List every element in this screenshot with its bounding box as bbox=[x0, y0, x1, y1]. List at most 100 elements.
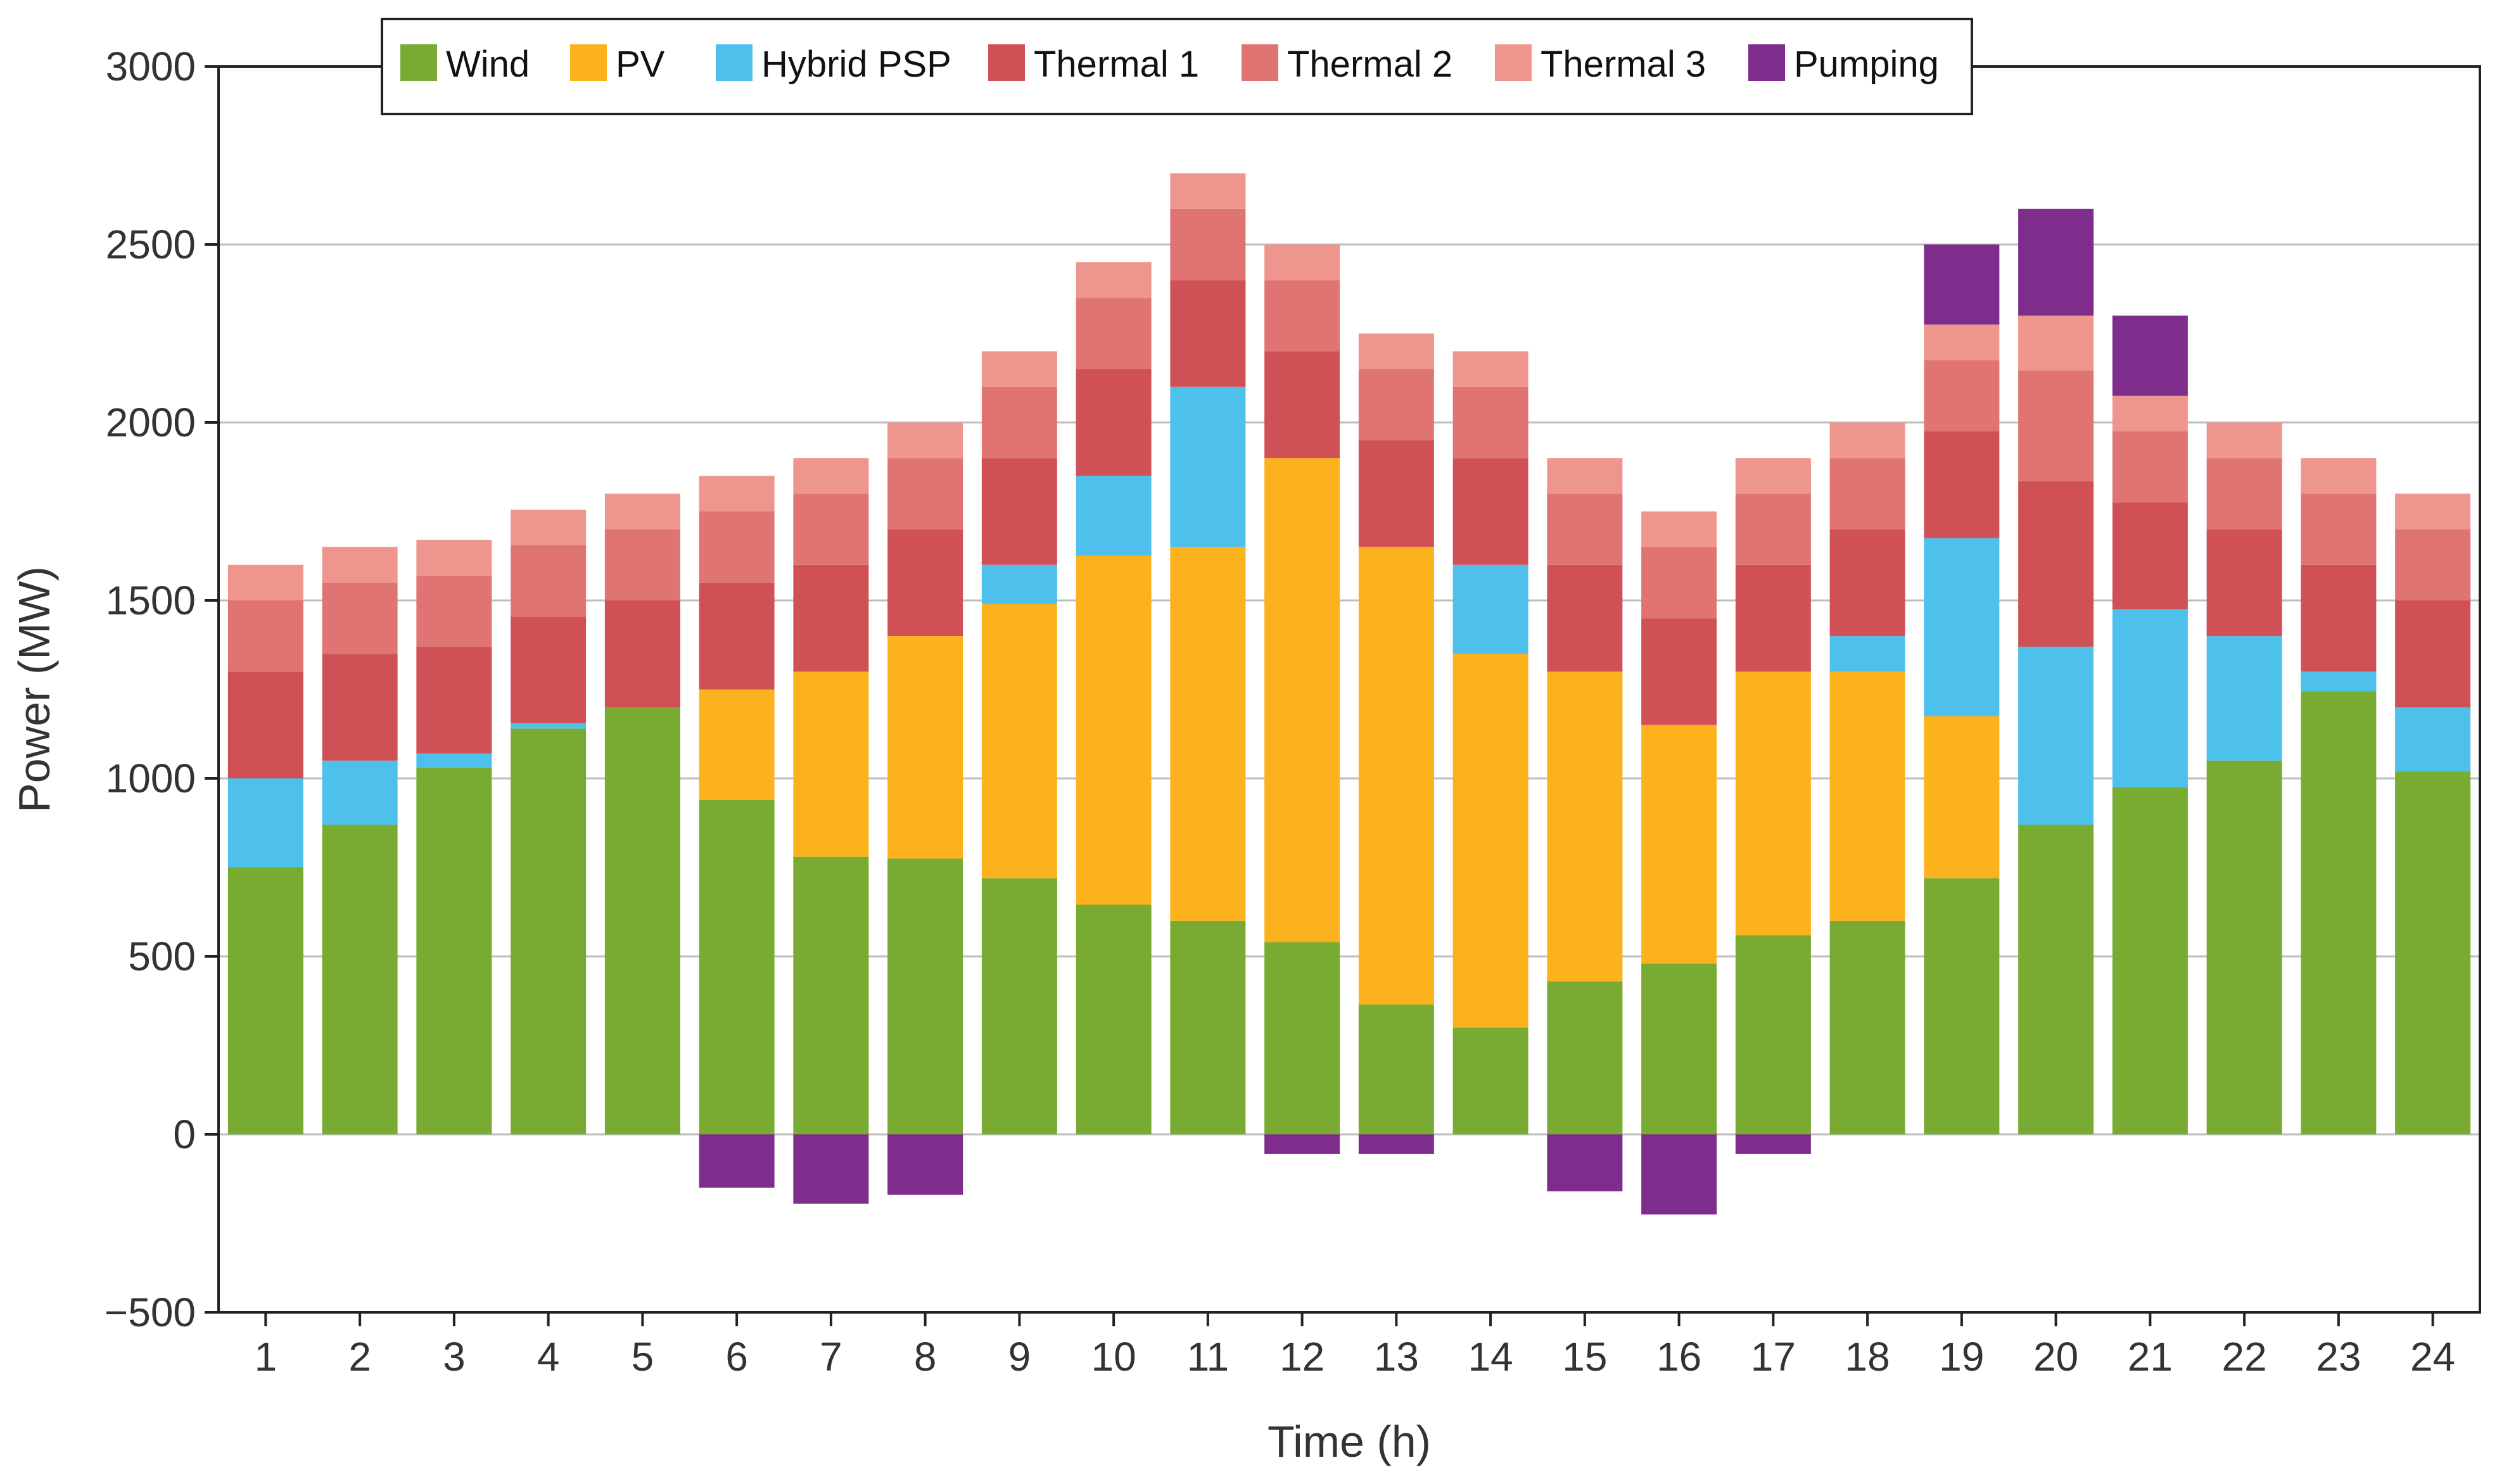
bar-segment-hybrid-psp-h10 bbox=[1076, 476, 1152, 556]
bar-segment-hybrid-psp-h3 bbox=[416, 753, 492, 768]
bar-segment-wind-h23 bbox=[2301, 691, 2377, 1134]
bar-segment-thermal-3-h20 bbox=[2018, 315, 2094, 371]
bar-segment-thermal-3-h5 bbox=[604, 493, 680, 530]
bar-segment-thermal-2-h21 bbox=[2112, 431, 2188, 503]
x-tick-label: 18 bbox=[1845, 1334, 1890, 1379]
legend-swatch-pumping bbox=[1748, 44, 1785, 81]
y-tick-label: 1000 bbox=[106, 756, 196, 801]
bar-segment-thermal-3-h1 bbox=[227, 564, 303, 600]
bar-segment-thermal-1-h4 bbox=[511, 616, 587, 723]
bar-segment-pumping-h19 bbox=[1924, 244, 2000, 325]
y-tick-label: 0 bbox=[173, 1112, 196, 1157]
bar-segment-thermal-2-h10 bbox=[1076, 298, 1152, 369]
y-tick-label: 1500 bbox=[106, 578, 196, 623]
bar-segment-thermal-1-h21 bbox=[2112, 502, 2188, 610]
bar-segment-pumping-h13 bbox=[1358, 1134, 1434, 1154]
x-tick-label: 10 bbox=[1091, 1334, 1136, 1379]
gridlines bbox=[219, 243, 2480, 1136]
bar-segment-thermal-3-h12 bbox=[1264, 244, 1340, 281]
bar-segment-thermal-2-h16 bbox=[1641, 547, 1717, 619]
x-axis-ticks: 1 2 3 4 5 6 7 8 9 10 11 12 13 14 15 16 17 18 19 20 21 22 23 24 bbox=[255, 1312, 2455, 1379]
bar-segment-thermal-2-h17 bbox=[1735, 493, 1811, 565]
y-axis-title: Power (MW) bbox=[10, 566, 59, 813]
x-tick-label: 6 bbox=[725, 1334, 748, 1379]
bar-segment-hybrid-psp-h9 bbox=[981, 564, 1057, 604]
bar-segment-pv-h19 bbox=[1924, 716, 2000, 878]
bar-segment-thermal-3-h18 bbox=[1829, 422, 1905, 459]
x-tick-label: 2 bbox=[348, 1334, 371, 1379]
legend-swatch-wind bbox=[400, 44, 437, 81]
x-tick-label: 17 bbox=[1751, 1334, 1796, 1379]
bar-segment-thermal-1-h16 bbox=[1641, 618, 1717, 725]
bar-segment-wind-h13 bbox=[1358, 1004, 1434, 1134]
bar-segment-thermal-2-h11 bbox=[1170, 208, 1246, 281]
bar-segment-wind-h12 bbox=[1264, 942, 1340, 1134]
bar-segment-thermal-1-h1 bbox=[227, 671, 303, 778]
legend-label-wind: Wind bbox=[446, 44, 530, 85]
bar-segment-hybrid-psp-h1 bbox=[227, 778, 303, 868]
y-tick-label: 2500 bbox=[106, 222, 196, 267]
bar-segment-pv-h8 bbox=[887, 636, 963, 859]
bar-segment-wind-h18 bbox=[1829, 920, 1905, 1134]
x-tick-label: 23 bbox=[2316, 1334, 2361, 1379]
x-tick-label: 11 bbox=[1187, 1334, 1229, 1379]
bar-segment-thermal-3-h2 bbox=[322, 547, 398, 583]
bar-segment-wind-h20 bbox=[2018, 825, 2094, 1134]
bar-segment-wind-h6 bbox=[699, 799, 775, 1134]
x-tick-label: 21 bbox=[2128, 1334, 2173, 1379]
bar-segment-pumping-h17 bbox=[1735, 1134, 1811, 1154]
bar-segment-thermal-2-h5 bbox=[604, 529, 680, 600]
bar-segment-wind-h10 bbox=[1076, 904, 1152, 1134]
bar-segment-thermal-1-h18 bbox=[1829, 529, 1905, 637]
bar-segment-pv-h17 bbox=[1735, 671, 1811, 935]
bar-segment-thermal-2-h18 bbox=[1829, 458, 1905, 530]
legend-swatch-pv bbox=[570, 44, 607, 81]
bar-segment-thermal-1-h11 bbox=[1170, 280, 1246, 387]
bar-segment-pv-h11 bbox=[1170, 547, 1246, 921]
bar-segment-pumping-h16 bbox=[1641, 1134, 1717, 1215]
y-tick-label: −500 bbox=[105, 1290, 196, 1335]
bar-segment-thermal-3-h15 bbox=[1547, 458, 1623, 494]
bar-segment-thermal-2-h13 bbox=[1358, 369, 1434, 441]
bar-segment-hybrid-psp-h21 bbox=[2112, 609, 2188, 788]
y-tick-label: 500 bbox=[128, 934, 196, 979]
bar-segment-thermal-2-h19 bbox=[1924, 360, 2000, 432]
bar-segment-wind-h8 bbox=[887, 858, 963, 1134]
x-tick-label: 13 bbox=[1374, 1334, 1419, 1379]
bar-segment-thermal-1-h15 bbox=[1547, 564, 1623, 672]
bar-segment-pumping-h15 bbox=[1547, 1134, 1623, 1191]
bars bbox=[227, 173, 2471, 1215]
x-tick-label: 16 bbox=[1656, 1334, 1701, 1379]
bar-segment-pv-h9 bbox=[981, 604, 1057, 878]
bar-segment-thermal-3-h4 bbox=[511, 509, 587, 545]
bar-segment-hybrid-psp-h18 bbox=[1829, 636, 1905, 672]
y-tick-label: 3000 bbox=[106, 44, 196, 89]
bar-segment-wind-h15 bbox=[1547, 981, 1623, 1134]
bar-segment-wind-h3 bbox=[416, 768, 492, 1134]
x-axis-title: Time (h) bbox=[1268, 1417, 1431, 1466]
bar-segment-hybrid-psp-h2 bbox=[322, 760, 398, 825]
bar-segment-pv-h15 bbox=[1547, 671, 1623, 982]
bar-segment-wind-h4 bbox=[511, 728, 587, 1134]
bar-segment-thermal-1-h14 bbox=[1452, 458, 1528, 565]
bar-segment-thermal-1-h17 bbox=[1735, 564, 1811, 672]
legend-swatch-thermal-2 bbox=[1242, 44, 1278, 81]
bar-segment-thermal-3-h23 bbox=[2301, 458, 2377, 494]
bar-segment-thermal-1-h24 bbox=[2395, 600, 2471, 707]
bar-segment-thermal-3-h7 bbox=[793, 458, 869, 494]
bar-segment-hybrid-psp-h19 bbox=[1924, 538, 2000, 716]
bar-segment-wind-h11 bbox=[1170, 920, 1246, 1134]
bar-segment-thermal-2-h8 bbox=[887, 458, 963, 530]
bar-segment-thermal-1-h9 bbox=[981, 458, 1057, 565]
bar-segment-pumping-h6 bbox=[699, 1134, 775, 1188]
bar-segment-thermal-2-h9 bbox=[981, 386, 1057, 459]
bar-segment-thermal-3-h6 bbox=[699, 476, 775, 512]
bar-segment-thermal-2-h15 bbox=[1547, 493, 1623, 565]
bar-segment-thermal-3-h13 bbox=[1358, 333, 1434, 369]
bar-segment-thermal-2-h4 bbox=[511, 545, 587, 617]
x-tick-label: 4 bbox=[537, 1334, 560, 1379]
legend-label-pumping: Pumping bbox=[1794, 44, 1939, 85]
legend-label-thermal-2: Thermal 2 bbox=[1287, 44, 1452, 85]
bar-segment-thermal-2-h22 bbox=[2206, 458, 2282, 530]
bar-segment-wind-h7 bbox=[793, 856, 869, 1134]
